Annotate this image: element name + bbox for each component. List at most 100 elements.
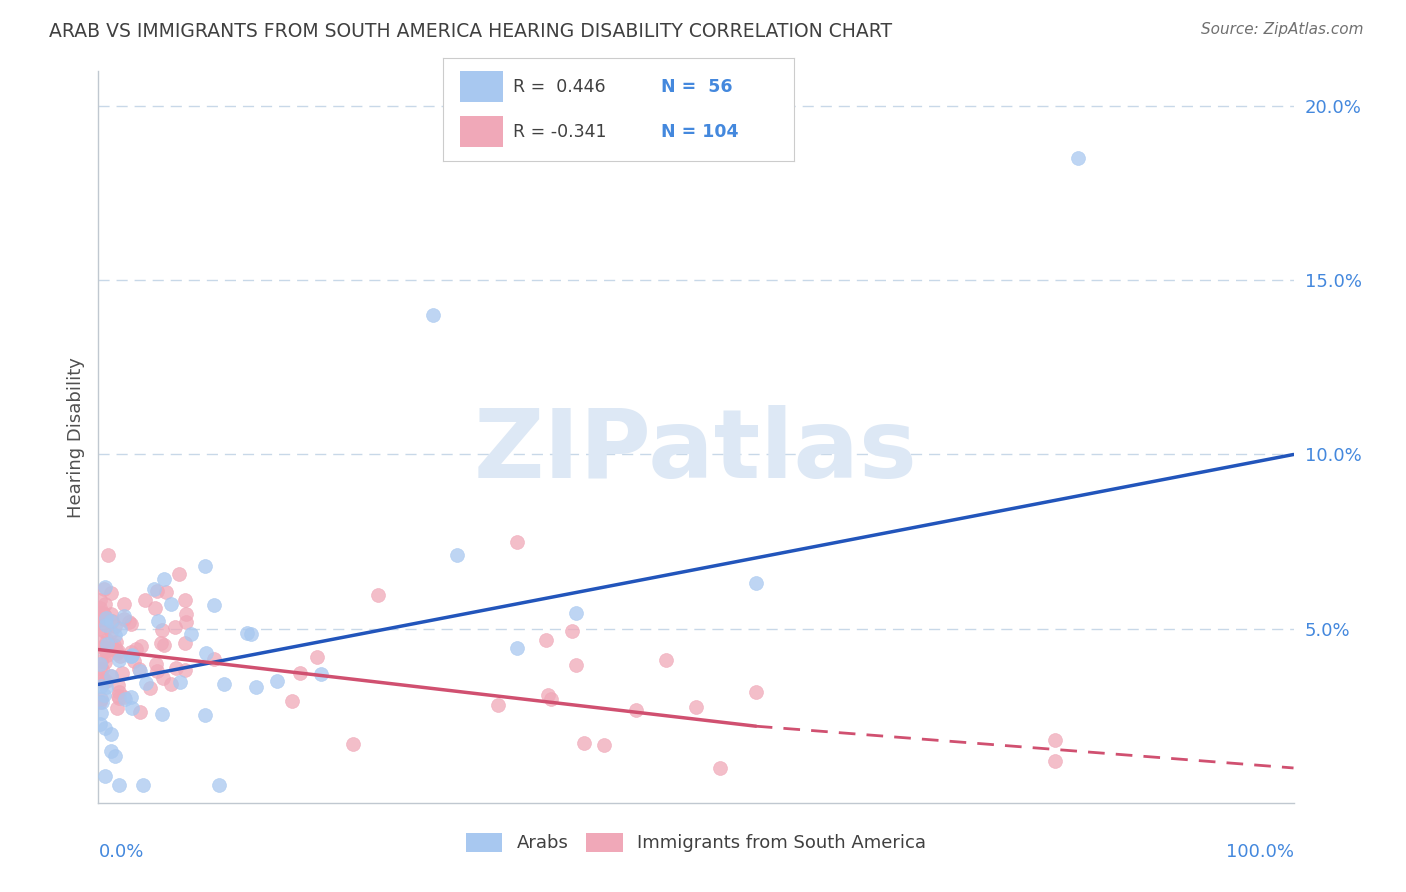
- Point: [565, 606, 588, 620]
- Point: [143, 600, 166, 615]
- Point: [108, 778, 131, 792]
- Point: [90, 691, 112, 706]
- Point: [131, 778, 153, 792]
- Point: [121, 648, 143, 663]
- Point: [93, 582, 115, 596]
- Point: [91, 671, 114, 685]
- Point: [104, 749, 127, 764]
- Point: [103, 638, 125, 652]
- Point: [89, 634, 111, 648]
- Legend: Arabs, Immigrants from South America: Arabs, Immigrants from South America: [458, 826, 934, 860]
- Point: [129, 639, 152, 653]
- Point: [100, 642, 122, 657]
- Text: 0.0%: 0.0%: [98, 843, 143, 861]
- Point: [266, 674, 288, 689]
- Point: [572, 736, 595, 750]
- Point: [367, 589, 389, 603]
- Point: [91, 673, 114, 687]
- Point: [135, 675, 157, 690]
- Point: [153, 572, 176, 586]
- Point: [305, 650, 328, 665]
- Point: [93, 615, 115, 630]
- Point: [105, 646, 128, 660]
- Point: [112, 612, 135, 626]
- Point: [155, 585, 177, 599]
- Point: [146, 664, 169, 678]
- FancyBboxPatch shape: [461, 71, 503, 102]
- Point: [1043, 754, 1066, 768]
- Point: [593, 738, 616, 752]
- Point: [536, 633, 558, 648]
- Point: [506, 640, 529, 655]
- Text: ARAB VS IMMIGRANTS FROM SOUTH AMERICA HEARING DISABILITY CORRELATION CHART: ARAB VS IMMIGRANTS FROM SOUTH AMERICA HE…: [49, 22, 893, 41]
- Point: [745, 685, 768, 699]
- Point: [125, 641, 148, 656]
- Point: [561, 624, 583, 639]
- Point: [202, 598, 225, 612]
- Point: [96, 637, 118, 651]
- Point: [142, 582, 165, 596]
- Point: [145, 657, 167, 671]
- Point: [100, 642, 122, 657]
- Point: [90, 655, 112, 669]
- Point: [288, 666, 311, 681]
- Point: [97, 548, 120, 562]
- Text: R = -0.341: R = -0.341: [513, 123, 607, 141]
- Point: [167, 567, 190, 582]
- Point: [96, 681, 118, 695]
- Point: [152, 671, 174, 685]
- Point: [94, 617, 117, 632]
- Point: [90, 661, 112, 675]
- Point: [91, 608, 114, 623]
- Point: [100, 638, 122, 652]
- Point: [107, 700, 129, 714]
- Point: [107, 644, 129, 658]
- Point: [89, 657, 111, 671]
- Point: [91, 640, 114, 654]
- Point: [112, 609, 135, 624]
- Point: [128, 662, 150, 676]
- Point: [486, 698, 509, 713]
- Point: [94, 655, 117, 669]
- Point: [120, 645, 142, 659]
- Point: [100, 669, 122, 683]
- Text: 100.0%: 100.0%: [1226, 843, 1294, 861]
- Point: [134, 592, 156, 607]
- Point: [446, 548, 468, 562]
- Point: [89, 695, 111, 709]
- Point: [94, 597, 117, 611]
- Text: ZIPatlas: ZIPatlas: [474, 405, 918, 499]
- Point: [150, 635, 173, 649]
- Point: [112, 690, 135, 704]
- Point: [709, 761, 731, 775]
- Point: [174, 593, 197, 607]
- Point: [100, 727, 122, 741]
- Point: [104, 619, 127, 633]
- Point: [96, 632, 118, 647]
- Point: [94, 674, 117, 689]
- Point: [96, 648, 118, 662]
- Point: [1067, 152, 1090, 166]
- Point: [112, 597, 135, 611]
- Point: [120, 648, 142, 663]
- Point: [122, 654, 145, 668]
- Point: [94, 580, 117, 594]
- Point: [101, 614, 124, 628]
- Point: [100, 669, 122, 683]
- Point: [93, 675, 115, 690]
- Point: [165, 661, 187, 675]
- Point: [281, 694, 304, 708]
- Point: [537, 688, 560, 702]
- Point: [100, 607, 122, 622]
- Point: [342, 737, 364, 751]
- Point: [236, 626, 259, 640]
- Point: [114, 691, 136, 706]
- Point: [110, 622, 132, 636]
- Point: [100, 614, 122, 628]
- Point: [128, 664, 150, 678]
- Point: [121, 701, 143, 715]
- Point: [540, 691, 562, 706]
- Point: [169, 675, 191, 690]
- Point: [309, 667, 332, 681]
- Point: [93, 769, 115, 783]
